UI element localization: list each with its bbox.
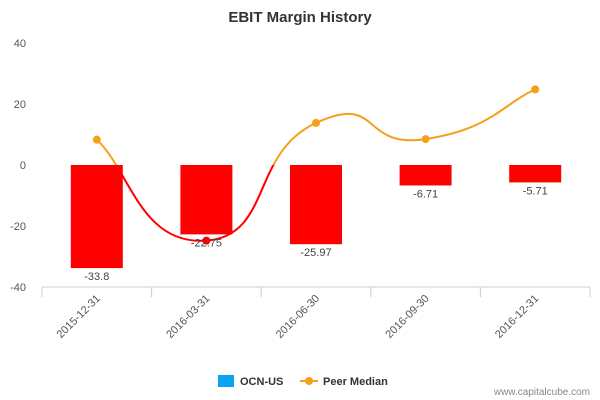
peer-median-point[interactable] bbox=[312, 118, 320, 127]
x-tick-label: 2016-03-31 bbox=[164, 293, 212, 341]
bar[interactable] bbox=[399, 165, 452, 186]
peer-median-point[interactable] bbox=[202, 236, 211, 245]
bar[interactable] bbox=[509, 165, 562, 183]
y-tick-label: -20 bbox=[10, 221, 26, 233]
line-series bbox=[92, 85, 540, 245]
y-tick-label: 40 bbox=[14, 38, 26, 50]
bar[interactable] bbox=[180, 165, 233, 235]
bar[interactable] bbox=[290, 165, 342, 245]
peer-median-point[interactable] bbox=[531, 85, 540, 94]
peer-median-point[interactable] bbox=[421, 135, 430, 144]
bar-data-label: -5.71 bbox=[523, 185, 548, 197]
peer-median-line-negative bbox=[115, 165, 275, 242]
chart-title: EBIT Margin History bbox=[228, 9, 372, 26]
peer-median-point[interactable] bbox=[92, 135, 101, 144]
bar-series bbox=[70, 165, 562, 269]
bar-data-label: -6.71 bbox=[413, 188, 438, 200]
bar-data-label: -22.75 bbox=[191, 237, 222, 249]
y-tick-label: 20 bbox=[14, 99, 26, 111]
bar-data-label: -33.8 bbox=[84, 271, 109, 283]
y-tick-label: -40 bbox=[10, 282, 26, 294]
x-tick-label: 2016-06-30 bbox=[274, 293, 322, 341]
legend-label-peer-median[interactable]: Peer Median bbox=[323, 376, 388, 388]
x-tick-label: 2016-09-30 bbox=[383, 293, 431, 341]
credit-text[interactable]: www.capitalcube.com bbox=[493, 387, 590, 398]
y-axis: 40 20 0 -20 -40 bbox=[10, 38, 26, 294]
bar-data-label: -25.97 bbox=[300, 247, 331, 259]
x-tick-label: 2015-12-31 bbox=[55, 293, 103, 341]
legend[interactable]: OCN-US Peer Median bbox=[218, 375, 388, 388]
x-axis: 2015-12-31 2016-03-31 2016-06-30 2016-09-30… bbox=[41, 286, 591, 341]
bar[interactable] bbox=[70, 165, 123, 269]
legend-marker-peer-median[interactable] bbox=[305, 377, 313, 385]
legend-label-ocn-us[interactable]: OCN-US bbox=[240, 376, 283, 388]
legend-swatch-ocn-us[interactable] bbox=[218, 375, 234, 387]
data-labels: -33.8 -22.75 -25.97 -6.71 -5.71 bbox=[84, 185, 547, 283]
y-tick-label: 0 bbox=[20, 160, 26, 172]
x-tick-label: 2016-12-31 bbox=[493, 293, 541, 341]
